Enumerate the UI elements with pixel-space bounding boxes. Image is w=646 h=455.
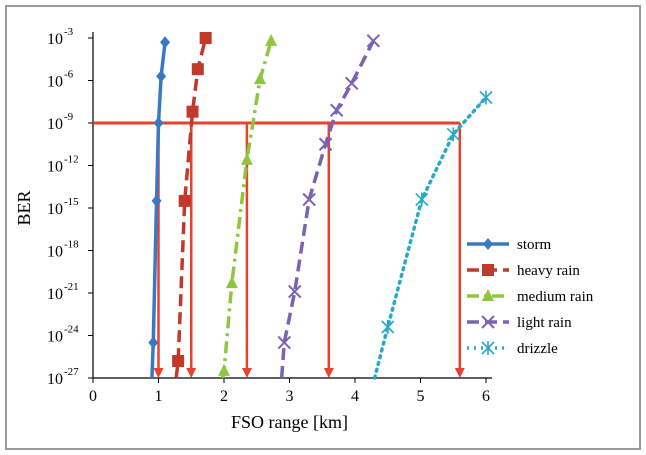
series-point-light-rain — [345, 76, 359, 91]
series-point-storm — [156, 70, 167, 83]
y-tick-label: 10 — [47, 244, 63, 261]
y-tick-label: 10 — [47, 116, 63, 133]
legend-entry: storm — [517, 237, 552, 253]
legend-marker — [482, 264, 494, 276]
drop-arrow — [153, 368, 164, 378]
y-tick-exponent: -3 — [64, 26, 74, 38]
series-point-medium-rain — [240, 152, 253, 165]
series-point-light-rain — [302, 192, 316, 207]
legend: storm heavy rain medium rain light rain driz… — [467, 237, 594, 357]
y-tick-label: 10 — [47, 201, 63, 218]
series-point-storm — [151, 194, 162, 207]
series-point-medium-rain — [218, 363, 230, 376]
x-tick-label: 0 — [89, 388, 97, 405]
y-tick-label: 10 — [47, 31, 63, 48]
y-axis-label: BER — [14, 190, 34, 225]
series-point-storm — [153, 117, 164, 129]
y-tick-label: 10 — [47, 159, 63, 176]
y-tick-label: 10 — [47, 371, 63, 388]
x-tick-label: 6 — [482, 388, 490, 405]
series-point-heavy-rain — [191, 63, 204, 76]
y-tick-exponent: -18 — [64, 239, 79, 251]
y-tick-label: 10 — [47, 329, 63, 346]
series-point-drizzle — [446, 127, 460, 142]
drop-arrow — [241, 368, 252, 378]
series-point-heavy-rain — [172, 355, 185, 367]
x-tick-label: 4 — [351, 388, 359, 405]
y-tick-exponent: -15 — [64, 196, 79, 208]
legend-entry: drizzle — [517, 341, 558, 357]
y-tick-exponent: -6 — [64, 69, 74, 81]
x-axis-label: FSO range [km] — [231, 412, 348, 432]
legend-entry: light rain — [517, 315, 572, 331]
series-point-drizzle — [479, 90, 493, 105]
y-tick-exponent: -21 — [64, 281, 79, 293]
series-point-medium-rain — [225, 276, 238, 289]
series-point-light-rain — [277, 335, 291, 350]
x-tick-label: 3 — [286, 388, 294, 405]
legend-marker — [481, 341, 495, 355]
y-tick-exponent: -9 — [64, 111, 74, 123]
drop-arrow — [186, 368, 197, 378]
series-point-drizzle — [381, 320, 395, 334]
y-tick-label: 10 — [47, 74, 63, 91]
y-tick-exponent: -12 — [64, 154, 79, 166]
series-point-light-rain — [318, 137, 333, 151]
series-line-storm — [150, 42, 167, 379]
legend-entry: heavy rain — [517, 263, 580, 279]
series-point-drizzle — [415, 192, 429, 207]
y-tick-label: 10 — [47, 286, 63, 303]
drop-arrow — [323, 368, 334, 378]
x-tick-label: 5 — [417, 388, 425, 405]
legend-entry: medium rain — [517, 289, 594, 305]
series-point-light-rain — [366, 34, 381, 48]
series-point-heavy-rain — [178, 194, 191, 207]
y-tick-exponent: -27 — [64, 366, 79, 378]
series-line-light-rain — [279, 40, 375, 379]
series-point-storm — [148, 336, 159, 349]
series-point-medium-rain — [265, 33, 278, 46]
y-tick-exponent: -24 — [64, 324, 79, 336]
series-point-storm — [160, 36, 171, 49]
figure-frame — [5, 5, 641, 450]
legend-marker — [482, 289, 494, 301]
legend-marker — [483, 238, 493, 250]
x-tick-label: 2 — [220, 388, 228, 405]
x-tick-label: 1 — [155, 388, 163, 405]
legend-marker — [481, 315, 495, 329]
series-point-light-rain — [288, 284, 302, 299]
series-point-medium-rain — [254, 72, 267, 85]
series-point-heavy-rain — [186, 105, 199, 118]
series-point-light-rain — [329, 103, 344, 117]
drop-arrow — [454, 368, 465, 378]
series-point-heavy-rain — [199, 32, 212, 44]
